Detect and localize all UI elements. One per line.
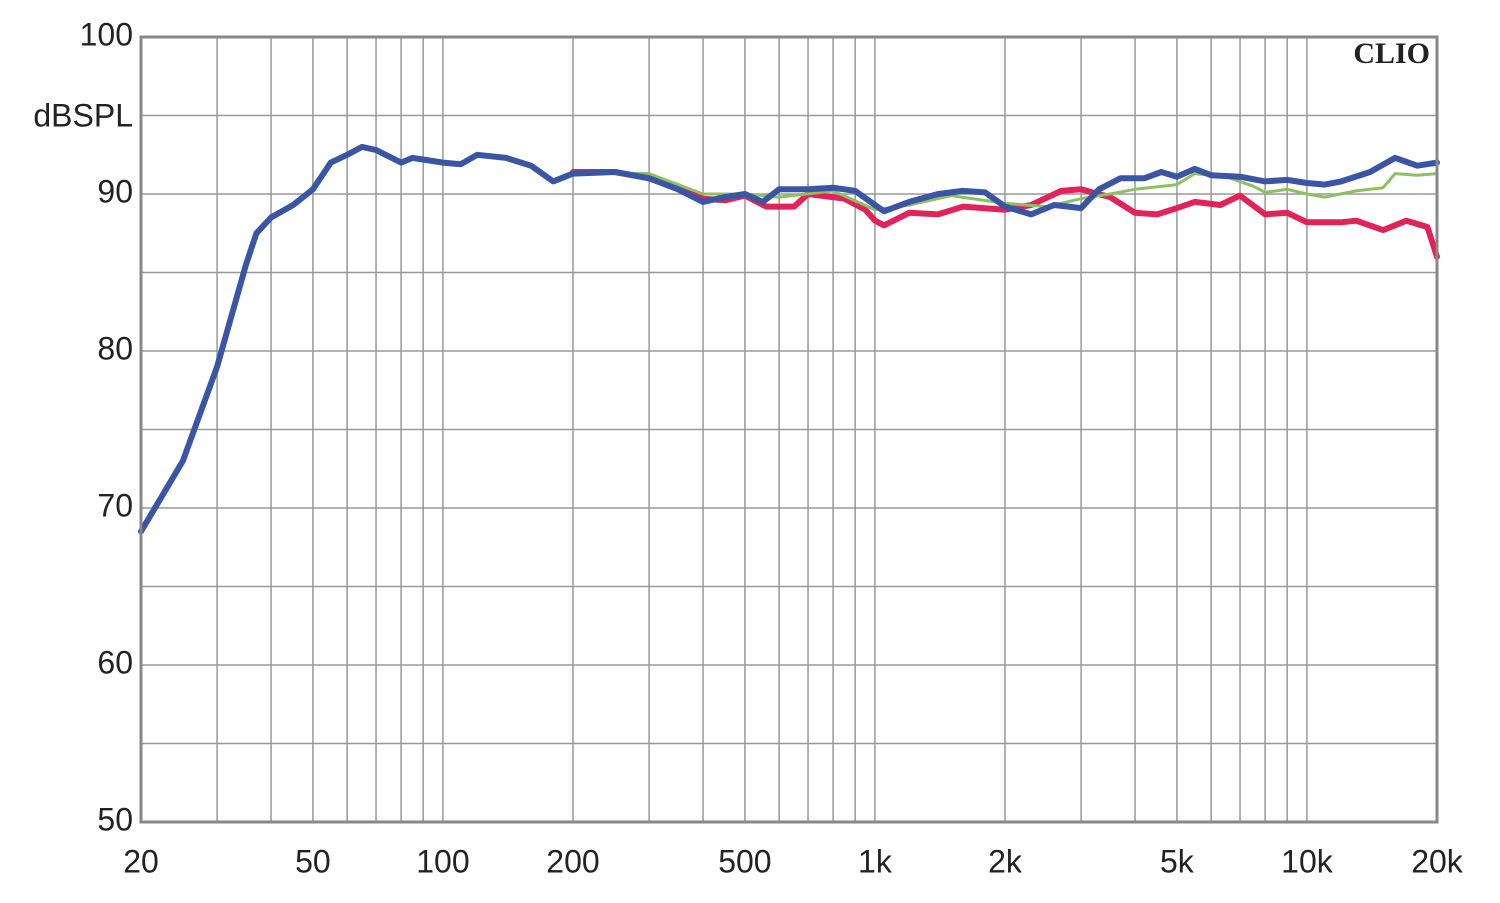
annotation: CLIO	[1353, 37, 1430, 70]
x-tick-label: 20k	[1411, 843, 1464, 879]
x-tick-label: 50	[295, 843, 331, 879]
x-tick-label: 100	[416, 843, 469, 879]
series-line	[571, 170, 1439, 212]
x-tick-label: 20	[123, 843, 159, 879]
x-tick-label: 500	[718, 843, 771, 879]
y-tick-label: 90	[97, 173, 133, 209]
x-tick-label: 5k	[1160, 843, 1195, 879]
x-tick-label: 200	[546, 843, 599, 879]
x-tick-label: 10k	[1281, 843, 1334, 879]
y-tick-label: 80	[97, 330, 133, 366]
y-tick-label: 70	[97, 487, 133, 523]
y-tick-label: 60	[97, 644, 133, 680]
y-tick-label: 50	[97, 801, 133, 837]
series-line	[138, 143, 1440, 535]
y-tick-label: 100	[80, 16, 133, 52]
y-axis-label: dBSPL	[33, 97, 133, 133]
x-tick-label: 2k	[988, 843, 1023, 879]
plot-frame	[139, 35, 1439, 824]
x-tick-label: 1k	[858, 843, 893, 879]
